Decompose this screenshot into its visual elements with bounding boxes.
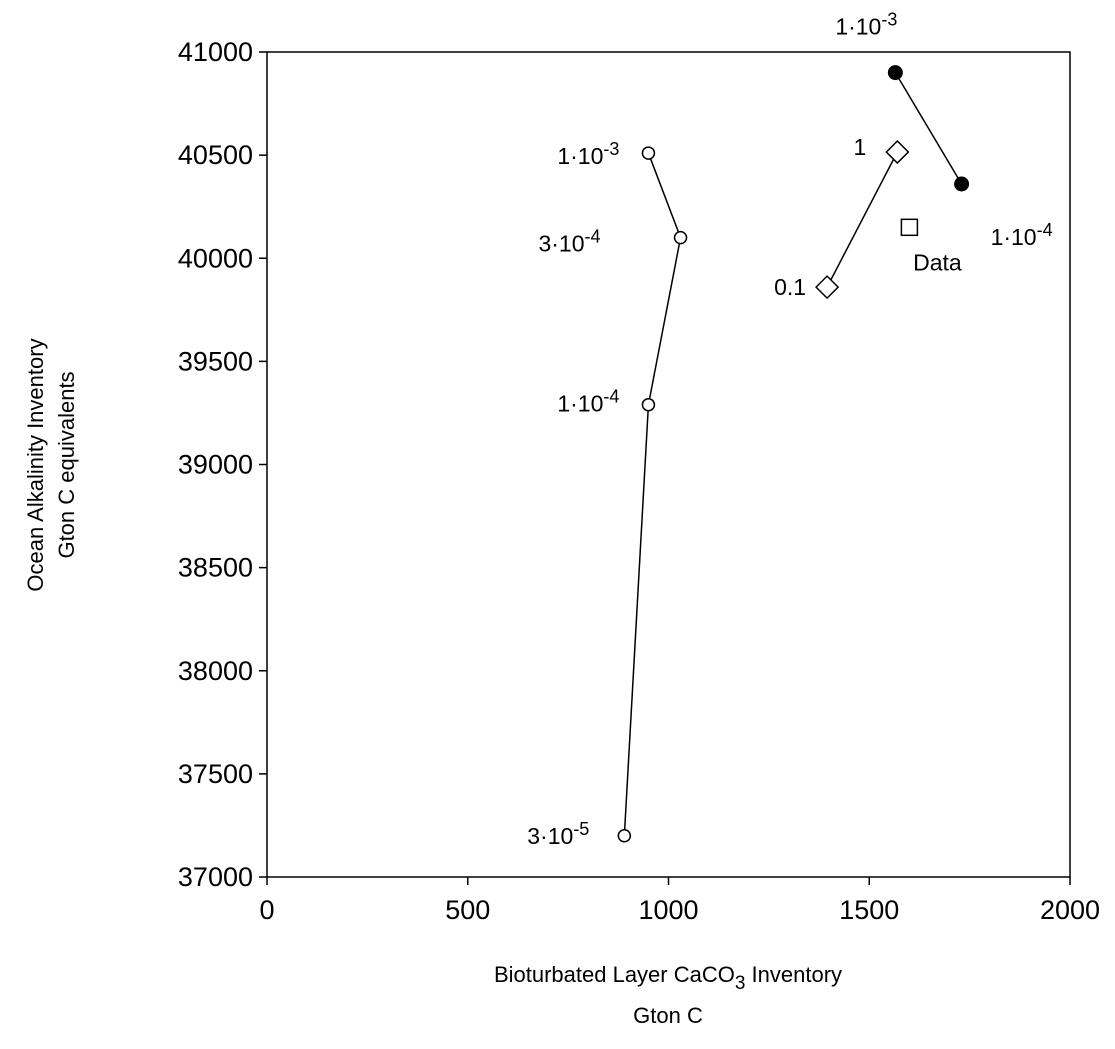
point-label-base: 1: [854, 134, 867, 160]
point-label-base: 1·10: [991, 224, 1037, 250]
point-label-base: 1·10: [557, 391, 603, 417]
plot-frame: [266, 51, 1071, 878]
point-label: Data: [913, 249, 962, 275]
point-label: 3·10-4: [538, 227, 600, 257]
x-tick-label: 1000: [638, 895, 698, 925]
x-tick-label: 0: [259, 895, 274, 925]
point-label: 1: [854, 134, 867, 160]
open-diamond-marker: [815, 275, 840, 300]
open-circle-marker: [673, 230, 688, 245]
svg-text:Gton C equivalents: Gton C equivalents: [54, 371, 79, 558]
x-tick-label: 2000: [1040, 895, 1100, 925]
y-tick-label: 39000: [178, 450, 253, 480]
filled-circle-marker: [887, 65, 903, 81]
point-label-exponent: -4: [1037, 220, 1053, 240]
series-line: [623, 152, 682, 836]
y-tick-label: 41000: [178, 37, 253, 67]
point-label-exponent: -5: [573, 819, 589, 839]
y-tick-label: 39500: [178, 346, 253, 376]
y-tick-label: 37500: [178, 759, 253, 789]
y-tick-label: 40000: [178, 243, 253, 273]
y-tick-label: 40500: [178, 140, 253, 170]
y-tick-label: 38000: [178, 656, 253, 686]
point-label-base: 0.1: [774, 274, 806, 300]
series-line: [826, 151, 899, 288]
point-label-exponent: -3: [603, 139, 619, 159]
point-label: 1·10-4: [991, 220, 1053, 250]
point-label-base: 3·10: [538, 231, 584, 257]
point-label-base: 1·10: [835, 14, 881, 40]
open-circle-marker: [617, 829, 632, 843]
filled-circle-marker: [954, 176, 970, 192]
y-tick-label: 38500: [178, 553, 253, 583]
point-label: 1·10-3: [557, 139, 619, 169]
axis-ticks: 0 500 1000 1500 2000 37000 37500 38000 38500 3900…: [178, 37, 1100, 925]
point-label-exponent: -4: [585, 227, 601, 247]
point-label-base: 3·10: [527, 823, 573, 849]
series-lines: [623, 72, 963, 836]
svg-text:Ocean Alkalinity Inventory: Ocean Alkalinity Inventory: [23, 338, 48, 591]
open-diamond-marker: [885, 139, 910, 165]
x-tick-label: 500: [445, 895, 490, 925]
point-label: 0.1: [774, 274, 806, 300]
point-label: 3·10-5: [527, 819, 589, 849]
x-axis-title-line2: Gton C: [633, 1003, 703, 1028]
point-label: 1·10-4: [557, 387, 619, 417]
point-label-exponent: -3: [881, 10, 897, 30]
point-label-exponent: -4: [603, 387, 619, 407]
x-tick-label: 1500: [839, 895, 899, 925]
data-markers: [617, 65, 970, 843]
open-circle-marker: [641, 146, 656, 160]
open-circle-marker: [641, 397, 656, 412]
point-annotations: 3·10-51·10-43·10-41·10-31·10-31·10-40.11…: [527, 10, 1052, 849]
point-label-base: 1·10: [557, 143, 603, 169]
x-axis-title: Bioturbated Layer CaCO3 Inventory: [494, 962, 842, 994]
y-axis-title-line2: Gton C equivalents: [54, 371, 79, 558]
series-line: [894, 72, 963, 185]
open-square-marker: [900, 218, 919, 237]
y-tick-label: 37000: [178, 862, 253, 892]
point-label-base: Data: [913, 249, 962, 275]
point-label: 1·10-3: [835, 10, 897, 40]
y-axis-title: Ocean Alkalinity Inventory: [23, 338, 48, 591]
